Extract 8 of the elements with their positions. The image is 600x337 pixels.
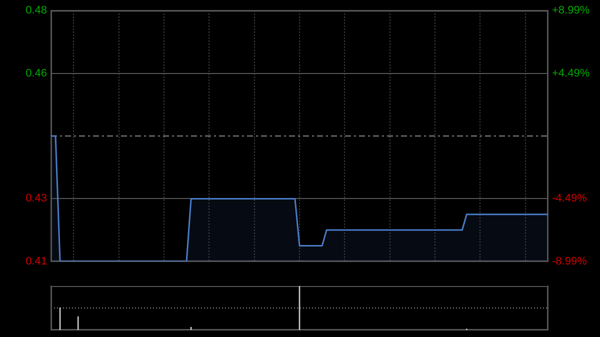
- y2-tick-label: +4.49%: [552, 67, 590, 80]
- y-tick-label: 0.48: [26, 4, 47, 17]
- y-tick-label: 0.41: [26, 255, 47, 268]
- y2-tick-label: +8.99%: [552, 4, 590, 17]
- y2-tick-label: -4.49%: [552, 192, 588, 205]
- y2-tick-label: -8.99%: [552, 255, 588, 268]
- y-tick-label: 0.43: [26, 192, 47, 205]
- y-tick-label: 0.46: [26, 67, 47, 80]
